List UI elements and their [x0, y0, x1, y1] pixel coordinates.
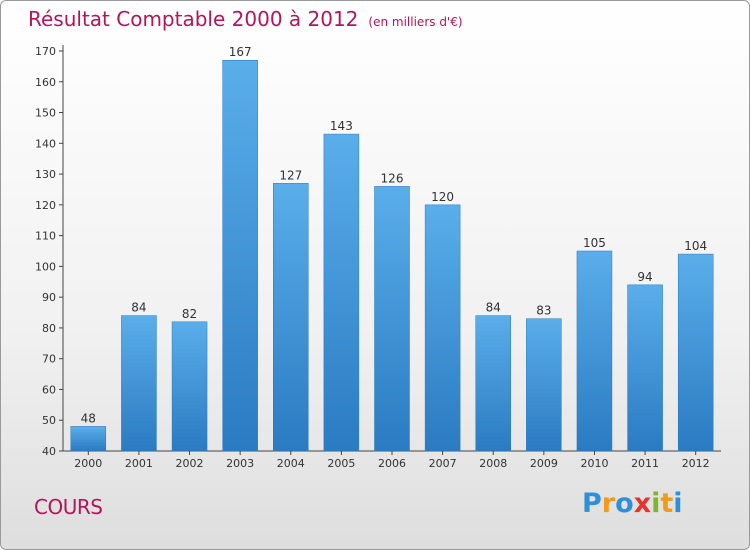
- y-tick-label: 120: [35, 199, 56, 212]
- x-tick-label: 2008: [479, 457, 507, 470]
- bar: [323, 133, 360, 452]
- bar-value-label: 82: [182, 307, 197, 321]
- x-tick-label: 2000: [74, 457, 102, 470]
- logo-letter: t: [660, 488, 674, 519]
- bar-value-label: 84: [131, 301, 146, 315]
- x-tick-label: 2010: [580, 457, 608, 470]
- chart-title: Résultat Comptable 2000 à 2012 (en millie…: [28, 7, 463, 31]
- y-tick-label: 50: [42, 414, 56, 427]
- bar-value-label: 83: [536, 304, 551, 318]
- x-tick-label: 2001: [125, 457, 153, 470]
- bar-value-label: 127: [279, 168, 302, 182]
- chart-title-text: Résultat Comptable 2000 à 2012: [28, 7, 359, 31]
- y-tick-label: 40: [42, 445, 56, 458]
- y-tick-label: 60: [42, 383, 56, 396]
- x-tick-label: 2003: [226, 457, 254, 470]
- bar: [374, 186, 410, 452]
- x-tick-label: 2007: [429, 457, 457, 470]
- logo-letter: r: [601, 488, 616, 519]
- bar-value-label: 94: [637, 270, 652, 284]
- bar: [475, 315, 511, 452]
- x-tick-label: 2004: [277, 457, 305, 470]
- logo-letter: o: [615, 488, 634, 519]
- bar-value-label: 143: [330, 119, 353, 133]
- y-tick-label: 100: [35, 260, 56, 273]
- bar: [627, 284, 663, 452]
- bar: [70, 426, 107, 452]
- x-tick-label: 2006: [378, 457, 406, 470]
- bar-value-label: 167: [229, 45, 252, 59]
- bar-value-label: 105: [583, 236, 606, 250]
- city-name: COURS: [34, 495, 103, 519]
- bar: [677, 253, 714, 452]
- x-tick-label: 2011: [631, 457, 659, 470]
- y-tick-label: 90: [42, 291, 56, 304]
- proxiti-logo: Proxiti: [582, 488, 683, 519]
- y-tick-label: 140: [35, 137, 56, 150]
- logo-letter: x: [633, 488, 652, 519]
- bar: [526, 318, 562, 452]
- y-tick-label: 70: [42, 353, 56, 366]
- bar: [576, 250, 613, 452]
- bar-value-label: 126: [381, 171, 404, 185]
- y-tick-label: 110: [35, 230, 56, 243]
- x-tick-label: 2005: [327, 457, 355, 470]
- x-tick-label: 2002: [176, 457, 204, 470]
- bar: [171, 321, 208, 452]
- y-tick-label: 150: [35, 107, 56, 120]
- y-tick-label: 170: [35, 45, 56, 58]
- logo-letter: P: [582, 488, 602, 519]
- logo-letter: i: [673, 488, 683, 519]
- bar-value-label: 84: [486, 301, 501, 315]
- x-tick-label: 2009: [530, 457, 558, 470]
- y-tick-label: 160: [35, 76, 56, 89]
- chart-unit: (en milliers d'€): [368, 15, 463, 29]
- bar: [273, 183, 309, 452]
- bar-value-label: 104: [684, 239, 707, 253]
- y-tick-label: 80: [42, 322, 56, 335]
- bar: [121, 315, 157, 452]
- bar: [222, 59, 258, 452]
- bar: [424, 204, 461, 452]
- bar-value-label: 120: [431, 190, 454, 204]
- logo-letter: i: [651, 488, 661, 519]
- bar-value-label: 48: [81, 411, 96, 425]
- x-tick-label: 2012: [682, 457, 710, 470]
- y-tick-label: 130: [35, 168, 56, 181]
